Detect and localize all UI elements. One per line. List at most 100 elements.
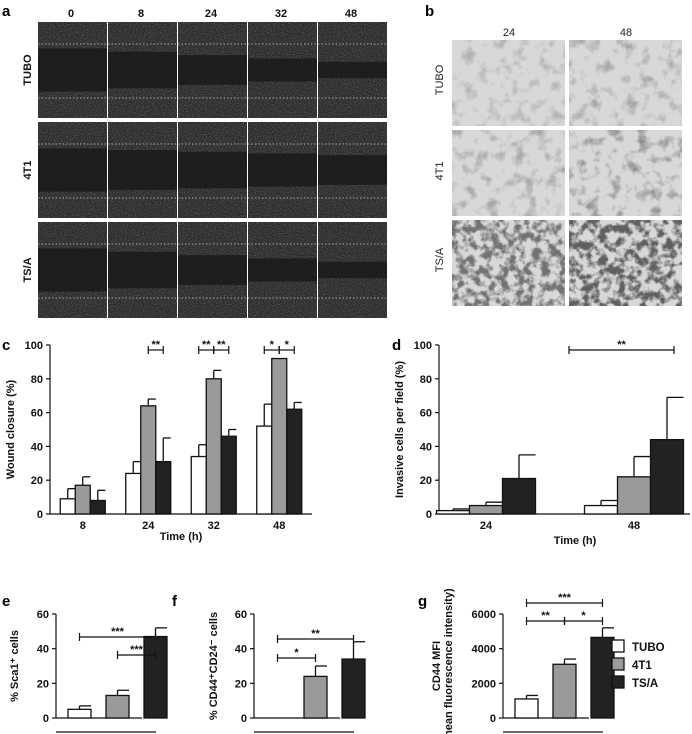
a-wound-gap [318, 155, 387, 185]
y-tick-label: 60 [31, 408, 43, 420]
x-tick-label: 24 [142, 520, 155, 532]
y-tick-label: 20 [420, 475, 432, 487]
a-time-48: 48 [345, 8, 357, 20]
panel-label-g: g [418, 593, 427, 610]
bar [89, 499, 106, 515]
a-wound-gap [108, 51, 177, 89]
legend-label-4t1: 4T1 [632, 660, 652, 672]
x-tick-label: 48 [628, 520, 640, 532]
chart-c-wound-closure: 0 20 40 60 80 100 Wound closure (%) Time (h) 8 24… [5, 339, 312, 543]
y-axis-sublabel: (mean fluorescence intensity) [443, 588, 455, 734]
panel-label-b: b [425, 3, 434, 20]
y-tick-label: 80 [31, 374, 43, 386]
a-wound-gap [178, 55, 247, 85]
significance-label: * [285, 339, 290, 351]
panel-b-invasion-images: 24 48 TUBO 4T1 TS/A [434, 27, 682, 306]
y-axis-label: CD44 MFI [431, 641, 443, 691]
y-tick-label: 60 [235, 609, 247, 621]
y-tick-label: 0 [426, 509, 432, 521]
bar [286, 408, 303, 515]
y-tick-label: 2000 [472, 678, 496, 690]
bar [205, 378, 222, 515]
y-axis-label: % CD44⁺CD24⁻ cells [208, 612, 220, 720]
significance-label: *** [130, 644, 144, 656]
significance-label: ** [217, 339, 226, 351]
y-tick-label: 0 [37, 509, 43, 521]
panel-label-d: d [392, 337, 401, 354]
y-tick-label: 40 [420, 441, 432, 453]
a-wound-gap [38, 48, 107, 92]
y-tick-label: 0 [490, 713, 496, 725]
bar [74, 484, 91, 515]
bar [143, 635, 168, 719]
b-image-texture [569, 220, 682, 306]
y-tick-label: 0 [43, 713, 49, 725]
significance-label: ** [311, 628, 320, 640]
chart-d-invasion: 0 20 40 60 80 100 Invasive cells per field (%)… [394, 339, 690, 547]
y-axis-label: Invasive cells per field (%) [394, 361, 406, 498]
panel-label-c: c [2, 337, 10, 354]
x-tick-label: 48 [273, 520, 285, 532]
b-row-4t1: 4T1 [434, 162, 446, 181]
legend: TUBO 4T1 TS/A [611, 639, 665, 690]
significance-label: *** [558, 592, 572, 604]
a-wound-gap [178, 151, 247, 189]
bar [435, 509, 471, 515]
bar [514, 698, 539, 719]
significance-label: *** [111, 626, 125, 638]
significance-label: ** [202, 339, 211, 351]
x-tick-label: 32 [208, 520, 220, 532]
x-tick-label: 24 [480, 520, 493, 532]
a-wound-gap [108, 150, 177, 190]
b-image-texture [452, 40, 565, 126]
a-row-tsa: TS/A [22, 257, 34, 282]
bar [155, 460, 172, 515]
bar [341, 658, 366, 719]
bar [590, 636, 615, 719]
y-tick-label: 40 [235, 644, 247, 656]
a-time-24: 24 [205, 8, 218, 20]
significance-label: * [270, 339, 275, 351]
y-tick-label: 60 [37, 609, 49, 621]
b-time-24: 24 [503, 27, 515, 39]
legend-label-tsa: TS/A [632, 678, 658, 690]
y-tick-label: 20 [37, 678, 49, 690]
a-wound-gap [318, 261, 387, 279]
bar [649, 438, 685, 515]
bar [256, 425, 273, 515]
y-tick-label: 20 [31, 475, 43, 487]
b-image-texture [569, 130, 682, 216]
panel-label-e: e [2, 593, 10, 610]
panel-a-wound-images: 0 8 24 32 48 TUBO 4T1 TS/A [22, 8, 387, 318]
a-row-tubo: TUBO [22, 54, 34, 86]
significance-label: * [581, 610, 586, 622]
legend-label-tubo: TUBO [632, 642, 665, 654]
y-axis-label: % Sca1⁺ cells [9, 630, 21, 702]
a-wound-gap [108, 251, 177, 289]
legend-swatch-4t1 [611, 657, 625, 671]
bar [220, 435, 237, 515]
b-row-tsa: TS/A [434, 247, 446, 272]
chart-e-sca1: 0 20 40 60 % Sca1⁺ cells *** *** [9, 609, 168, 733]
a-wound-gap [38, 248, 107, 292]
bar [190, 455, 207, 515]
significance-label: ** [617, 339, 626, 351]
bar [501, 477, 537, 515]
b-row-tubo: TUBO [434, 64, 446, 95]
a-wound-gap [248, 58, 317, 82]
legend-swatch-tsa [611, 675, 625, 689]
a-wound-gap [248, 153, 317, 187]
y-tick-label: 100 [25, 340, 43, 352]
significance-label: * [294, 647, 299, 659]
panel-label-a: a [2, 3, 11, 20]
y-tick-label: 100 [414, 340, 432, 352]
y-tick-label: 20 [235, 678, 247, 690]
b-image-texture [452, 220, 565, 306]
a-time-32: 32 [275, 8, 287, 20]
a-time-8: 8 [138, 8, 144, 20]
a-time-0: 0 [68, 8, 74, 20]
a-wound-gap [38, 148, 107, 192]
bar [303, 675, 328, 719]
bar [552, 663, 577, 719]
y-tick-label: 80 [420, 374, 432, 386]
